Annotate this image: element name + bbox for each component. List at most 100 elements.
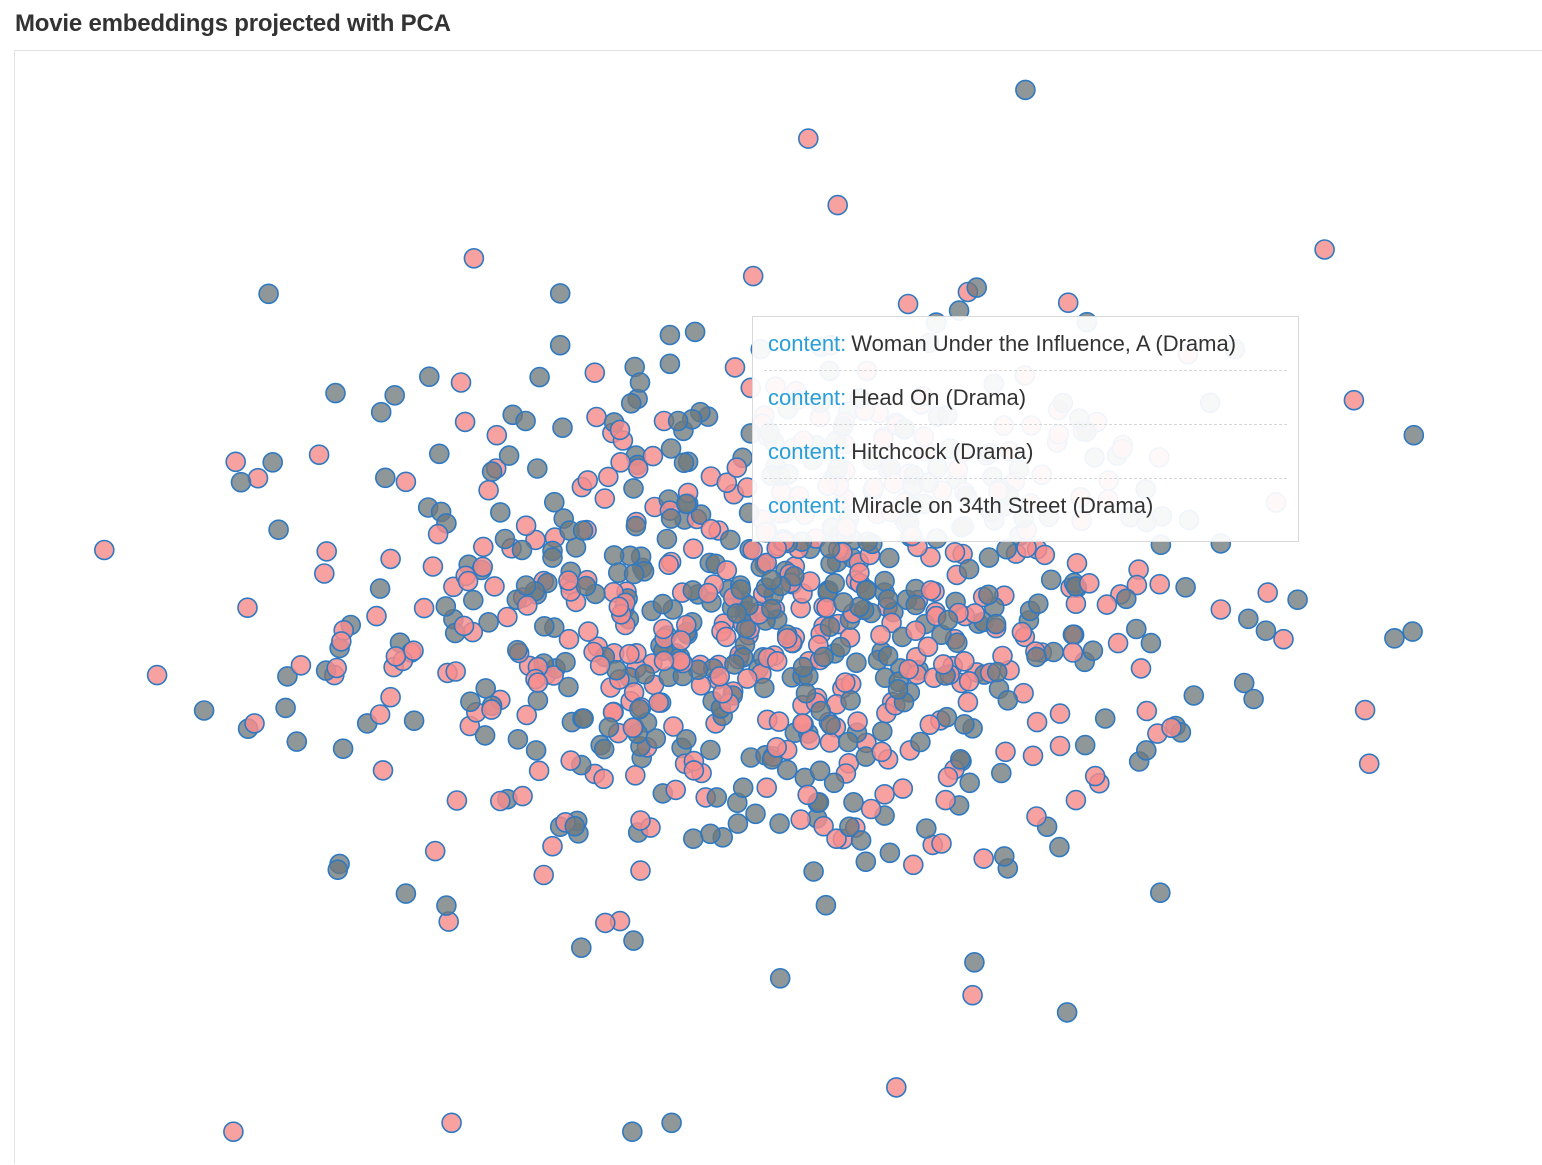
data-point[interactable] — [573, 708, 594, 729]
data-point[interactable] — [776, 627, 798, 649]
data-point[interactable] — [675, 728, 697, 750]
data-point[interactable] — [823, 772, 845, 794]
data-point[interactable] — [1062, 642, 1084, 663]
data-point[interactable] — [516, 595, 538, 616]
data-point[interactable] — [706, 787, 728, 808]
data-point[interactable] — [593, 738, 615, 760]
data-point[interactable] — [558, 676, 579, 698]
data-point[interactable] — [308, 444, 330, 466]
data-point[interactable] — [193, 700, 215, 721]
data-point[interactable] — [648, 692, 670, 713]
data-point[interactable] — [792, 713, 813, 734]
data-point[interactable] — [1384, 627, 1405, 649]
data-point[interactable] — [369, 704, 391, 725]
data-point[interactable] — [597, 466, 619, 488]
data-point[interactable] — [608, 596, 630, 618]
data-point[interactable] — [682, 828, 704, 850]
data-point[interactable] — [313, 563, 335, 584]
data-point[interactable] — [316, 541, 338, 562]
data-point[interactable] — [385, 646, 407, 667]
data-point[interactable] — [512, 785, 533, 807]
data-point[interactable] — [1130, 658, 1152, 679]
data-point[interactable] — [959, 772, 981, 794]
data-point[interactable] — [598, 717, 620, 738]
data-point[interactable] — [809, 760, 831, 782]
data-point[interactable] — [761, 598, 782, 620]
data-point[interactable] — [810, 700, 832, 722]
data-point[interactable] — [629, 372, 651, 393]
data-point[interactable] — [769, 967, 791, 989]
data-point[interactable] — [995, 741, 1016, 763]
data-point[interactable] — [384, 384, 406, 406]
data-point[interactable] — [630, 810, 651, 831]
data-point[interactable] — [481, 699, 502, 720]
data-point[interactable] — [1161, 717, 1182, 739]
data-point[interactable] — [847, 711, 868, 732]
data-point[interactable] — [1354, 699, 1376, 721]
data-point[interactable] — [1015, 79, 1036, 101]
data-point[interactable] — [418, 366, 440, 388]
data-point[interactable] — [742, 265, 764, 287]
data-point[interactable] — [623, 563, 645, 585]
data-point[interactable] — [803, 861, 824, 882]
data-point[interactable] — [1175, 576, 1196, 598]
data-point[interactable] — [1096, 594, 1118, 615]
data-point[interactable] — [1107, 632, 1129, 654]
data-point[interactable] — [570, 937, 592, 959]
data-point[interactable] — [1136, 700, 1158, 722]
data-point[interactable] — [946, 632, 968, 654]
data-point[interactable] — [1126, 618, 1147, 640]
data-point[interactable] — [745, 803, 766, 825]
data-point[interactable] — [682, 538, 704, 560]
data-point[interactable] — [902, 854, 924, 876]
data-point[interactable] — [642, 445, 664, 467]
data-point[interactable] — [958, 558, 980, 580]
data-point[interactable] — [1238, 608, 1259, 630]
data-point[interactable] — [1056, 1002, 1078, 1023]
data-point[interactable] — [395, 883, 417, 904]
data-point[interactable] — [892, 778, 914, 799]
data-point[interactable] — [1066, 552, 1088, 574]
data-point[interactable] — [727, 813, 749, 834]
data-point[interactable] — [684, 321, 706, 343]
data-point[interactable] — [958, 670, 980, 692]
data-point[interactable] — [944, 541, 966, 563]
data-point[interactable] — [543, 491, 565, 513]
data-point[interactable] — [558, 570, 579, 591]
data-point[interactable] — [673, 452, 695, 474]
data-point[interactable] — [630, 860, 651, 881]
data-point[interactable] — [472, 556, 494, 578]
data-point[interactable] — [552, 417, 573, 439]
data-point[interactable] — [897, 293, 919, 315]
data-point[interactable] — [724, 654, 745, 675]
data-point[interactable] — [954, 713, 975, 735]
data-point[interactable] — [609, 419, 631, 441]
data-point[interactable] — [1026, 711, 1048, 733]
data-point[interactable] — [964, 951, 985, 973]
data-point[interactable] — [985, 613, 1007, 635]
data-point[interactable] — [1049, 703, 1071, 724]
data-point[interactable] — [715, 626, 737, 648]
data-point[interactable] — [454, 411, 476, 433]
data-point[interactable] — [670, 630, 692, 651]
data-point[interactable] — [898, 658, 920, 680]
data-point[interactable] — [603, 545, 625, 566]
data-point[interactable] — [1210, 599, 1232, 620]
data-point[interactable] — [327, 859, 349, 881]
data-point[interactable] — [422, 556, 444, 577]
data-point[interactable] — [726, 603, 748, 624]
data-point[interactable] — [936, 706, 958, 728]
data-point[interactable] — [589, 654, 611, 676]
data-point[interactable] — [1040, 569, 1062, 591]
data-point[interactable] — [634, 663, 656, 685]
data-point[interactable] — [555, 651, 576, 673]
data-point[interactable] — [494, 528, 516, 550]
data-point[interactable] — [529, 366, 550, 388]
data-point[interactable] — [325, 382, 346, 404]
data-point[interactable] — [816, 597, 837, 619]
data-point[interactable] — [986, 661, 1008, 683]
data-point[interactable] — [885, 1077, 907, 1098]
data-point[interactable] — [1116, 588, 1137, 610]
data-point[interactable] — [445, 661, 467, 682]
data-point[interactable] — [659, 353, 681, 375]
